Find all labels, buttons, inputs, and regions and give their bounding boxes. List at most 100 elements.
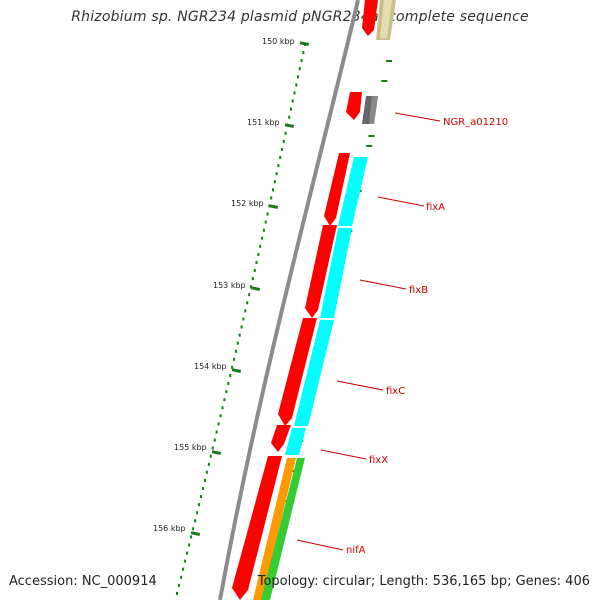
kbp-tick-mark (190, 531, 201, 536)
ruler-dot (202, 487, 204, 490)
ruler-dot (264, 220, 267, 224)
kbp-tick-label: 155 kbp (174, 443, 207, 452)
fix-strand-fixA (338, 157, 368, 226)
ruler-dot (246, 301, 249, 305)
map-title: Rhizobium sp. NGR234 plasmid pNGR234a, c… (71, 9, 529, 25)
cds-arrow-fixC (278, 318, 317, 426)
kbp-tick-label: 152 kbp (231, 199, 264, 208)
ruler-dot (211, 446, 214, 450)
ruler-dot (297, 75, 299, 79)
cds-arrow-fixB (305, 225, 337, 318)
ruler-dot (236, 341, 239, 345)
kbp-tick-mark (284, 123, 295, 128)
leader-line (336, 380, 384, 391)
ruler-dot (293, 91, 296, 95)
summary-text: Topology: circular; Length: 536,165 bp; … (257, 574, 590, 589)
ruler-dot (209, 454, 212, 458)
ruler-dot (180, 575, 183, 579)
ruler-dot (223, 398, 226, 402)
ruler-dot (234, 349, 237, 353)
ruler-dot (196, 511, 199, 515)
cds-arrow-fixX (271, 425, 291, 452)
inner-tick (366, 145, 373, 147)
ruler-dot (188, 543, 191, 547)
ruler-dot (248, 293, 251, 297)
ruler-dot (257, 252, 260, 256)
ruler-dot (262, 228, 265, 232)
kbp-tick-mark (211, 450, 222, 455)
kbp-tick-mark (231, 368, 242, 373)
nifA-orange-strand (253, 458, 296, 600)
ruler-dot (300, 59, 303, 63)
cds-arrow-nifA (232, 456, 282, 600)
ruler-dot (238, 333, 241, 337)
fix-strand-fixX (285, 428, 306, 455)
ruler-dot (302, 51, 305, 55)
leader-line (377, 196, 425, 207)
ruler-dot (231, 365, 234, 369)
ruler-dot (275, 172, 278, 176)
ruler-dot (298, 67, 301, 71)
ruler-dot (295, 83, 298, 87)
ruler-dot (184, 559, 187, 563)
ruler-dot (233, 357, 235, 361)
ruler-dot (242, 317, 245, 321)
gene-label-fixX: fixX (369, 455, 388, 466)
ruler-dot (270, 196, 273, 200)
ruler-dot (192, 527, 195, 531)
ruler-dot (249, 285, 252, 289)
ruler-dot (182, 567, 185, 571)
inner-tick (381, 80, 388, 82)
inner-tick (386, 60, 392, 62)
ruler-dot (190, 535, 193, 539)
kbp-tick-label: 154 kbp (194, 362, 227, 371)
ruler-dot (281, 147, 283, 151)
ruler-dot (186, 551, 189, 555)
cds-arrow-ngr (346, 92, 362, 120)
kbp-tick-label: 156 kbp (153, 524, 186, 533)
gene-label-ngr-a01210: NGR_a01210 (443, 117, 508, 128)
ruler-dot (227, 382, 230, 385)
kbp-tick-mark (250, 286, 261, 291)
kbp-ticks: 150 kbp 151 kbp 152 kbp 153 kbp 154 kbp … (153, 37, 310, 536)
features (232, 0, 396, 600)
kbp-tick-label: 151 kbp (247, 118, 280, 127)
gene-label-nifA: nifA (346, 545, 366, 556)
leader-line (359, 279, 407, 290)
kbp-tick-mark (299, 41, 310, 46)
leader-line (320, 449, 367, 460)
ruler-dot (176, 591, 178, 595)
accession-text: Accession: NC_000914 (9, 574, 157, 589)
ruler-dot (198, 503, 200, 507)
inner-tick (290, 470, 297, 472)
gene-label-fixA: fixA (426, 202, 445, 213)
ruler-dot (288, 115, 291, 119)
kbp-tick-mark (268, 204, 279, 209)
ruler-dot (205, 470, 208, 474)
genome-backbone (218, 0, 360, 600)
gene-label-fixB: fixB (409, 285, 428, 296)
ruler-dot (290, 107, 292, 111)
kbp-tick-label: 153 kbp (213, 281, 246, 290)
cds-arrow-fixA (324, 153, 350, 226)
ruler-dot (255, 261, 258, 264)
fix-strand-fixB (320, 228, 352, 318)
ruler-dot (251, 277, 254, 281)
ruler-dot (229, 374, 232, 377)
ruler-dot (244, 309, 247, 313)
nifA-green-strand (261, 458, 305, 600)
ruler-dot (291, 99, 294, 103)
ruler-dot (282, 139, 285, 143)
ruler-dot (200, 495, 202, 499)
leader-line (296, 539, 344, 551)
ruler-dot (204, 478, 206, 482)
cds-arrow-partial (362, 0, 378, 36)
inner-tick (368, 135, 375, 137)
leader-line (394, 112, 441, 122)
feature-tan-inner (380, 0, 392, 38)
ruler-dot (240, 325, 243, 329)
ruler-dot (225, 390, 228, 394)
ruler-dot (194, 519, 197, 523)
